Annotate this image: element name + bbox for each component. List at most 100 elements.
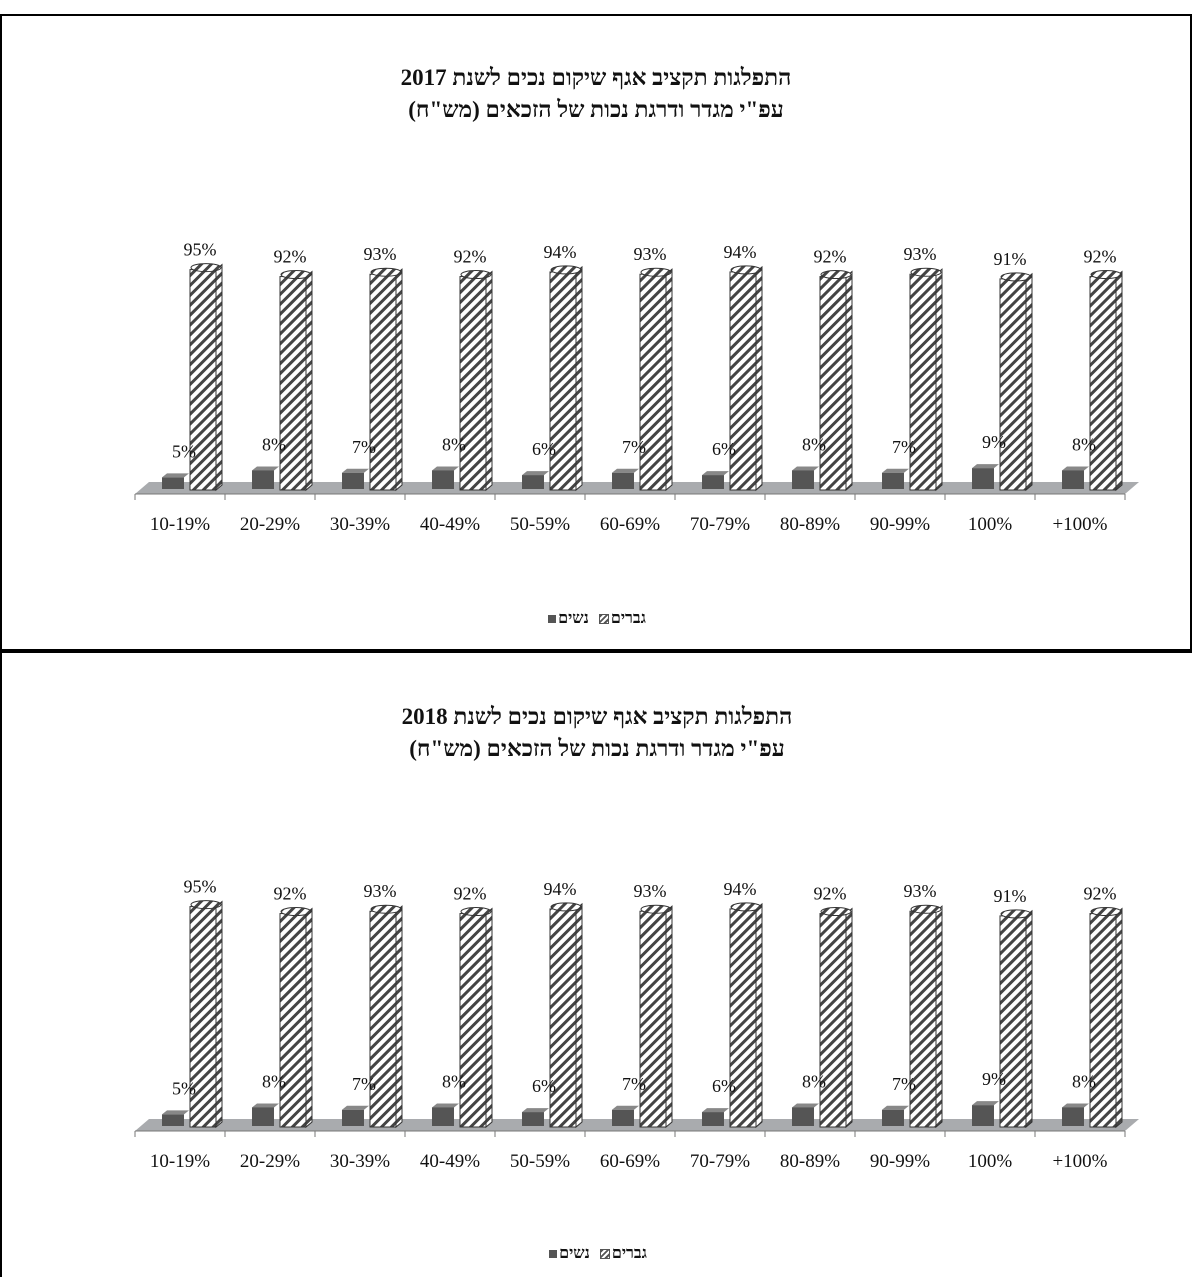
bar-women [792,470,814,489]
legend-men-label: גברים [610,610,646,627]
bar-women [522,475,544,489]
chart-plot: 95% 5% 10-19% 92% 8% 20-29% 93% 7% 30-39% 92% 8% 40… [134,240,1139,535]
x-tick-label: +100% [1052,514,1107,535]
x-tick-label: 70-79% [690,514,750,535]
legend-women-swatch [549,1250,558,1259]
bar-men-side [845,270,853,492]
data-label-women: 8% [1072,434,1096,454]
x-tick-label: 80-89% [780,514,840,535]
chart-legend: גברים נשים [2,1245,1192,1263]
bar-women [1062,470,1084,489]
bar-women-top [612,468,639,473]
x-tick-label: 60-69% [600,514,660,535]
data-label-men: 93% [364,881,397,901]
bar-men-side [935,268,943,492]
data-label-men: 92% [1084,247,1117,267]
bar-men-top [730,265,762,275]
bar-men-top [640,904,672,914]
bar-men [189,906,217,1128]
bar-men-top [460,907,492,917]
data-label-women: 6% [712,439,736,459]
data-label-women: 8% [802,1071,826,1091]
x-tick-label: 80-89% [780,1151,840,1172]
bar-men-top [550,265,582,275]
data-label-men: 93% [904,881,937,901]
x-tick-label: 50-59% [510,1151,570,1172]
x-tick-label: 20-29% [240,514,300,535]
bar-men-side [1025,909,1033,1129]
bar-men-top [1090,270,1122,280]
bar-men [909,910,937,1128]
data-label-men: 94% [544,242,577,262]
bar-men-top [370,904,402,914]
bar-men [369,273,397,491]
data-label-women: 7% [892,437,916,457]
bar-men [819,913,847,1128]
chart-plot: 95% 5% 10-19% 92% 8% 20-29% 93% 7% 30-39% 92% 8% 40… [134,877,1139,1172]
x-tick-label: 60-69% [600,1151,660,1172]
bar-women [342,1109,364,1126]
legend-women-label: נשים [559,1245,590,1262]
bar-women [252,470,274,489]
data-label-women: 8% [262,434,286,454]
data-label-women: 5% [172,1078,196,1098]
bar-men-side [665,268,673,492]
legend-men-label: גברים [611,1245,647,1262]
bar-men-side [755,902,763,1129]
bar-men [639,910,667,1128]
bar-women [702,1112,724,1126]
bar-men [459,276,487,491]
data-label-men: 93% [364,244,397,264]
legend-women-label: נשים [558,610,589,627]
data-label-women: 8% [442,434,466,454]
legend-item-men: גברים [598,1245,647,1263]
data-label-women: 9% [982,1069,1006,1089]
bar-men-side [575,902,583,1129]
bar-men-side [935,905,943,1129]
data-label-men: 93% [904,244,937,264]
chart-title: התפלגות תקציב אגף שיקום נכים לשנת 2018 ע… [2,701,1192,765]
bar-women [972,468,994,489]
bar-women-top [162,1110,189,1115]
x-tick-label: +100% [1052,1151,1107,1172]
bar-women [1062,1107,1084,1126]
chart-subtitle: עפ"י מגדר ודרגת נכות של הזכאים (מש"ח) [409,736,785,761]
bar-men [729,908,757,1128]
bar-women [882,1109,904,1126]
data-label-women: 6% [532,439,556,459]
bar-men [999,278,1027,491]
bar-men-side [755,265,763,492]
bar-men [909,273,937,491]
data-label-women: 7% [352,1074,376,1094]
bar-women-top [522,471,549,476]
data-label-women: 8% [802,434,826,454]
bar-women [612,1109,634,1126]
bar-women-top [882,1105,909,1110]
x-tick-label: 50-59% [510,514,570,535]
data-label-men: 92% [454,884,487,904]
bar-women [702,475,724,489]
bar-men-side [305,270,313,492]
data-label-women: 8% [262,1071,286,1091]
chart-title: התפלגות תקציב אגף שיקום נכים לשנת 2017 ע… [2,62,1190,126]
bar-women-top [522,1108,549,1113]
data-label-men: 95% [184,877,217,897]
bar-men-top [460,270,492,280]
bar-women [432,1107,454,1126]
x-tick-label: 100% [968,1151,1013,1172]
bar-men [1089,913,1117,1128]
data-label-women: 7% [622,437,646,457]
bar-women [342,472,364,489]
bar-men [1089,276,1117,491]
data-label-men: 92% [454,247,487,267]
data-label-women: 9% [982,432,1006,452]
bar-men-side [395,905,403,1129]
bar-men [639,273,667,491]
bar-women-top [432,1103,459,1108]
data-label-men: 94% [724,242,757,262]
chart-panel-2018: התפלגות תקציב אגף שיקום נכים לשנת 2018 ע… [0,651,1192,1277]
x-tick-label: 30-39% [330,1151,390,1172]
bar-men-side [215,263,223,492]
bar-men [279,276,307,491]
bar-men [999,915,1027,1128]
